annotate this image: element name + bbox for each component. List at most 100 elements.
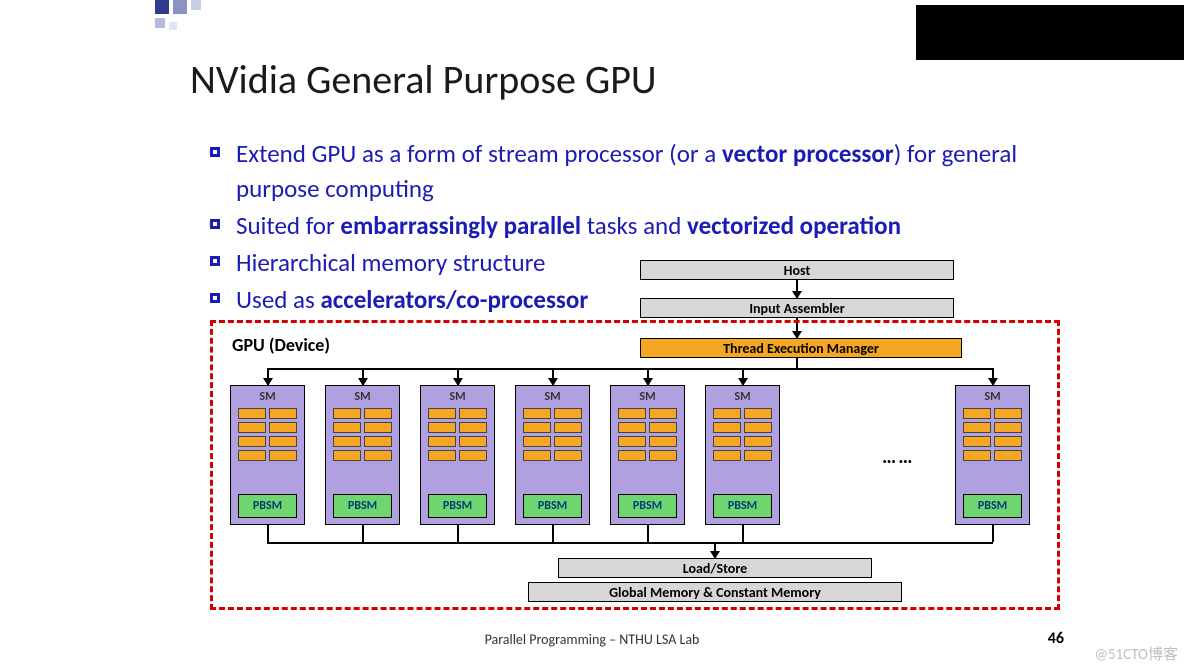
arrow-icon (992, 368, 994, 385)
slide-footer: Parallel Programming – NTHU LSA Lab (0, 631, 1184, 648)
core-cell (238, 436, 266, 447)
core-grid (333, 408, 392, 461)
sm-label: SM (421, 390, 494, 404)
gpu-diagram: Host Input Assembler Thread Execution Ma… (210, 260, 1070, 615)
connector-line (552, 525, 554, 542)
core-grid (618, 408, 677, 461)
core-cell (618, 422, 646, 433)
core-cell (649, 450, 677, 461)
core-cell (963, 450, 991, 461)
core-grid (428, 408, 487, 461)
arrow-icon (796, 280, 798, 298)
pbsm-label: PBSM (713, 494, 772, 518)
core-cell (269, 408, 297, 419)
sm-block: SM PBSM (705, 385, 780, 525)
pbsm-label: PBSM (618, 494, 677, 518)
core-grid (523, 408, 582, 461)
core-cell (269, 450, 297, 461)
core-cell (713, 408, 741, 419)
core-cell (459, 450, 487, 461)
bullet-text: Suited for embarrassingly parallel tasks… (236, 208, 901, 243)
core-cell (994, 408, 1022, 419)
core-cell (523, 450, 551, 461)
arrow-icon (714, 542, 716, 558)
core-cell (649, 436, 677, 447)
core-cell (744, 436, 772, 447)
core-cell (333, 436, 361, 447)
host-box: Host (640, 260, 954, 280)
core-cell (618, 450, 646, 461)
sm-label: SM (956, 390, 1029, 404)
core-cell (963, 422, 991, 433)
core-cell (554, 436, 582, 447)
bullet-text: Extend GPU as a form of stream processor… (236, 136, 1050, 206)
sm-block: SM PBSM (325, 385, 400, 525)
core-cell (428, 450, 456, 461)
core-cell (744, 422, 772, 433)
sm-label: SM (326, 390, 399, 404)
slide-title: NVidia General Purpose GPU (190, 55, 657, 104)
core-cell (523, 436, 551, 447)
sm-block: SMPBSM (610, 385, 685, 525)
core-cell (649, 422, 677, 433)
core-cell (963, 408, 991, 419)
pbsm-label: PBSM (333, 494, 392, 518)
core-cell (618, 408, 646, 419)
sm-block: SMPBSM (515, 385, 590, 525)
core-cell (994, 436, 1022, 447)
core-cell (618, 436, 646, 447)
core-cell (238, 408, 266, 419)
pbsm-label: PBSM (428, 494, 487, 518)
arrow-icon (742, 368, 744, 385)
connector-line (742, 525, 744, 542)
core-cell (364, 408, 392, 419)
core-cell (333, 408, 361, 419)
sm-block: SMPBSM (955, 385, 1030, 525)
core-grid (713, 408, 772, 461)
core-cell (459, 422, 487, 433)
connector-line (267, 542, 993, 544)
core-cell (333, 422, 361, 433)
core-cell (333, 450, 361, 461)
core-grid (238, 408, 297, 461)
arrow-icon (267, 368, 269, 385)
core-cell (523, 408, 551, 419)
core-cell (713, 422, 741, 433)
core-cell (238, 450, 266, 461)
core-cell (744, 450, 772, 461)
core-cell (554, 408, 582, 419)
arrow-icon (552, 368, 554, 385)
arrow-icon (362, 368, 364, 385)
connector-line (796, 358, 798, 368)
core-cell (744, 408, 772, 419)
core-cell (994, 422, 1022, 433)
core-cell (269, 436, 297, 447)
sm-label: SM (231, 390, 304, 404)
sm-label: SM (706, 390, 779, 404)
core-cell (523, 422, 551, 433)
connector-line (457, 525, 459, 542)
bullet-icon (210, 219, 220, 229)
bullet-item: Suited for embarrassingly parallel tasks… (210, 208, 1050, 243)
core-grid (963, 408, 1022, 461)
gpu-device-label: GPU (Device) (232, 334, 330, 356)
sm-block: SM PBSM (230, 385, 305, 525)
pbsm-label: PBSM (238, 494, 297, 518)
arrow-icon (457, 368, 459, 385)
bullet-item: Extend GPU as a form of stream processor… (210, 136, 1050, 206)
core-cell (238, 422, 266, 433)
core-cell (364, 450, 392, 461)
page-number: 46 (1048, 629, 1064, 648)
core-cell (994, 450, 1022, 461)
watermark: @51CTO博客 (1094, 643, 1178, 664)
core-cell (459, 408, 487, 419)
core-cell (428, 436, 456, 447)
core-cell (269, 422, 297, 433)
core-cell (713, 436, 741, 447)
sm-label: SM (516, 390, 589, 404)
core-cell (364, 436, 392, 447)
core-cell (364, 422, 392, 433)
connector-line (267, 525, 269, 542)
core-cell (459, 436, 487, 447)
sm-block: SM PBSM (420, 385, 495, 525)
